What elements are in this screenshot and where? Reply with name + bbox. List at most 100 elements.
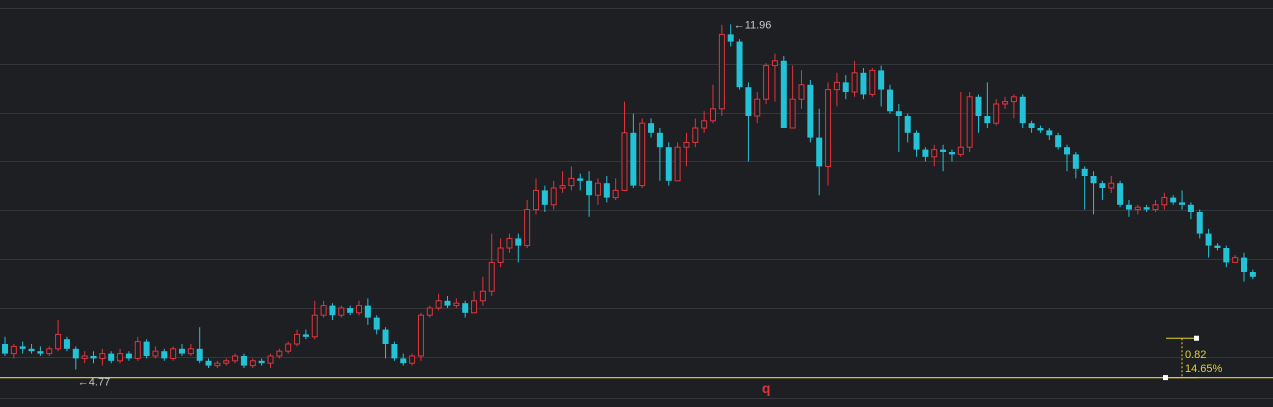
candle: [621, 101, 628, 191]
candle: [771, 53, 778, 102]
measure-percent-label: 14.65%: [1185, 363, 1223, 375]
measure-handle-top[interactable]: [1194, 335, 1199, 341]
candle: [1223, 245, 1230, 268]
candle: [1081, 166, 1088, 210]
candle-body: [922, 149, 929, 157]
candle-body: [612, 189, 619, 199]
candle: [285, 341, 292, 354]
candle-body: [72, 348, 79, 359]
candle: [373, 315, 380, 335]
candle-body: [134, 341, 141, 359]
candle-body: [214, 362, 221, 367]
candle: [851, 60, 858, 97]
candle: [1125, 200, 1132, 217]
candle-body: [1090, 176, 1097, 184]
candle-body: [692, 127, 699, 143]
candle: [1152, 200, 1159, 212]
candle-body: [754, 98, 761, 117]
candle-body: [409, 355, 416, 364]
candle: [1117, 180, 1124, 208]
candle: [10, 344, 17, 359]
candle-body: [524, 209, 531, 247]
candle: [294, 329, 301, 347]
candle: [479, 276, 486, 306]
candle-body: [267, 355, 274, 364]
candle: [1205, 228, 1212, 258]
candle-body: [771, 60, 778, 67]
candle-body: [249, 360, 256, 367]
candle-body: [294, 333, 301, 345]
candle-body: [1019, 96, 1026, 124]
candle: [1072, 152, 1079, 179]
candle-body: [488, 261, 495, 292]
candle-body: [63, 339, 70, 349]
candle: [117, 348, 124, 364]
candle-body: [338, 307, 345, 316]
high-price-label: ←11.96: [734, 19, 772, 31]
candle: [435, 293, 442, 311]
candle: [382, 327, 389, 359]
grid-lines: [0, 8, 1273, 399]
measure-handle-bottom[interactable]: [1163, 375, 1168, 381]
candle-body: [320, 305, 327, 316]
candle-body: [745, 87, 752, 116]
candle: [214, 360, 221, 368]
candle: [1037, 125, 1044, 133]
candle-body: [28, 348, 35, 352]
candle: [170, 346, 177, 361]
candle: [223, 358, 230, 366]
candle-body: [639, 122, 646, 187]
candle-body: [1214, 245, 1221, 248]
candle: [1064, 144, 1070, 172]
candle-body: [586, 180, 593, 196]
candle-body: [19, 346, 26, 349]
candle-body: [1037, 128, 1044, 131]
candle: [887, 84, 893, 114]
candle: [842, 75, 849, 100]
candles: [2, 24, 1256, 370]
candle-body: [568, 177, 575, 187]
candle: [1099, 180, 1106, 200]
candle-body: [648, 123, 655, 133]
candle-body: [285, 343, 292, 352]
candle: [497, 238, 504, 268]
candle: [674, 142, 681, 182]
candle: [488, 233, 495, 296]
candle-body: [143, 341, 150, 356]
candle-body: [718, 33, 725, 110]
candle: [1108, 176, 1115, 193]
candle-body: [1161, 197, 1168, 206]
candle-body: [161, 351, 168, 359]
candle: [763, 63, 770, 104]
candle: [329, 303, 336, 320]
candle-body: [46, 348, 53, 355]
candle-body: [515, 238, 522, 246]
candle-body: [240, 356, 247, 366]
candle: [754, 92, 761, 124]
candle: [320, 300, 327, 318]
candle: [125, 351, 132, 361]
candle: [311, 300, 318, 340]
candle: [603, 176, 610, 203]
candle: [1134, 204, 1141, 215]
candle-body: [577, 178, 584, 181]
candle-body: [825, 89, 832, 167]
candle: [966, 92, 973, 152]
candle-body: [125, 353, 132, 359]
candle: [249, 358, 256, 368]
candle-body: [816, 137, 823, 167]
candle: [1249, 269, 1256, 280]
candle: [161, 348, 168, 361]
candle-body: [205, 360, 212, 366]
candle: [267, 353, 274, 368]
candle: [347, 305, 354, 316]
measure-tool[interactable]: 0.82 14.65%: [1163, 335, 1223, 381]
candle-body: [895, 111, 902, 116]
candle: [798, 70, 805, 109]
candle-body: [364, 305, 371, 318]
candle: [1161, 192, 1168, 210]
candle-body: [665, 147, 672, 181]
candle-body: [108, 353, 115, 361]
candle-body: [400, 358, 407, 364]
